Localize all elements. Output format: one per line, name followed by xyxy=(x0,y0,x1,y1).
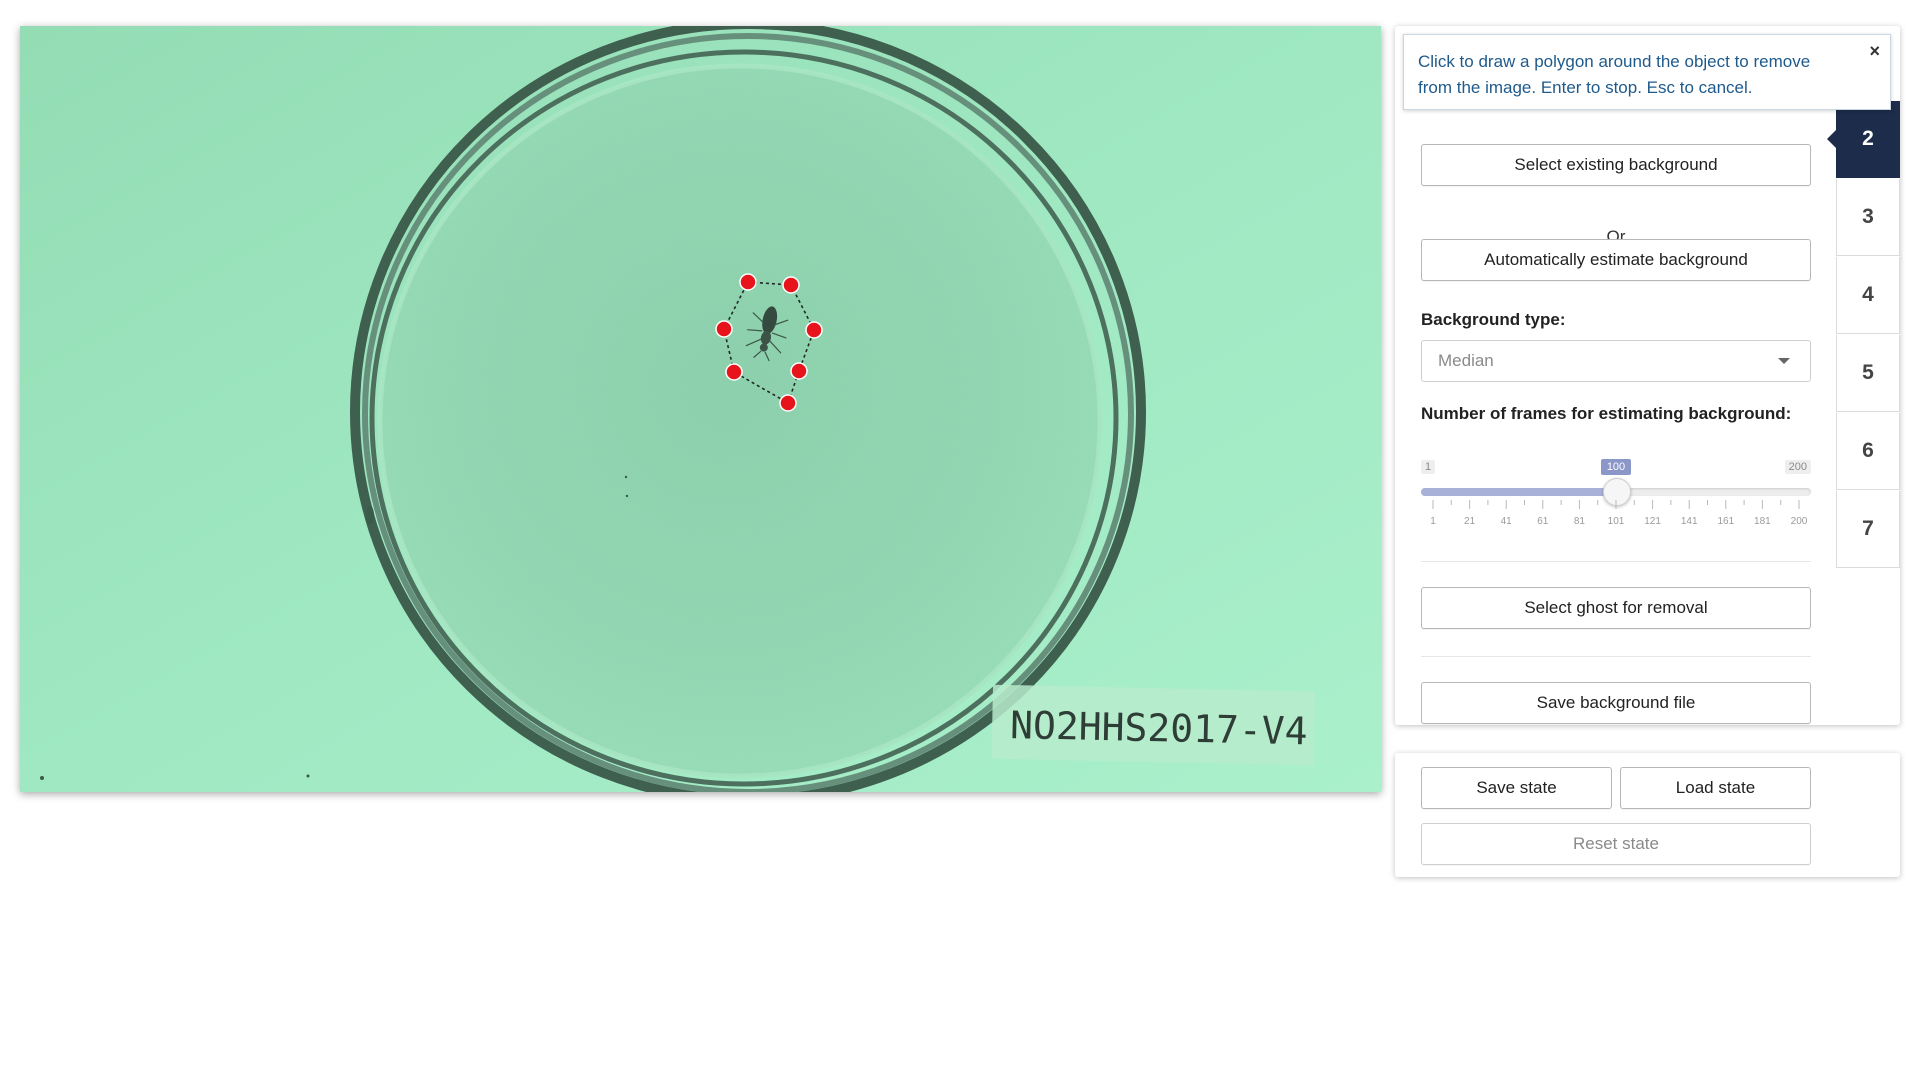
slider-value-badge: 100 xyxy=(1601,459,1631,475)
polygon-vertex[interactable] xyxy=(782,276,800,294)
polygon-vertex[interactable] xyxy=(805,321,823,339)
close-icon[interactable]: × xyxy=(1869,41,1880,61)
slider-tick-label: 81 xyxy=(1574,516,1586,527)
slider-tick-label: 41 xyxy=(1501,516,1513,527)
save-state-button[interactable]: Save state xyxy=(1421,767,1612,809)
slider-max-label: 200 xyxy=(1784,460,1811,474)
step-tab-3[interactable]: 3 xyxy=(1836,179,1900,256)
tooltip-text: Click to draw a polygon around the objec… xyxy=(1418,52,1811,97)
step-tab-label: 3 xyxy=(1862,205,1874,228)
insect-object xyxy=(745,306,789,362)
polygon-vertex[interactable] xyxy=(725,363,743,381)
state-panel: Save state Load state Reset state xyxy=(1395,753,1900,877)
slider-min-label: 1 xyxy=(1421,460,1436,474)
polygon-vertex[interactable] xyxy=(790,362,808,380)
debris-specks xyxy=(40,475,629,780)
petri-dish xyxy=(350,26,1146,792)
polygon-vertex[interactable] xyxy=(779,394,797,412)
slider-ticks: 1 21 41 61 81 101 121 141 161 181 200 xyxy=(1430,500,1808,527)
slider-tick-label: 101 xyxy=(1608,516,1625,527)
reset-state-button[interactable]: Reset state xyxy=(1421,823,1811,865)
slider-tick-label: 181 xyxy=(1754,516,1771,527)
save-background-file-button[interactable]: Save background file xyxy=(1421,682,1811,724)
background-panel: Click to draw a polygon around the objec… xyxy=(1395,26,1900,725)
step-tab-5[interactable]: 5 xyxy=(1836,335,1900,412)
load-state-button[interactable]: Load state xyxy=(1620,767,1811,809)
step-tab-label: 2 xyxy=(1862,127,1874,150)
slider-tick-label: 1 xyxy=(1430,516,1436,527)
slider-fill xyxy=(1421,488,1616,496)
slider-tick-label: 121 xyxy=(1644,516,1661,527)
label-tape: NO2HHS2017-V4 xyxy=(991,684,1315,766)
frames-slider[interactable]: 1 200 100 1 21 41 61 81 101 121 141 161 181 200 xyxy=(1421,459,1811,530)
divider xyxy=(1421,656,1811,657)
slider-tick-label: 200 xyxy=(1791,516,1808,527)
slider-tick-label: 21 xyxy=(1464,516,1476,527)
chevron-down-icon xyxy=(1778,358,1790,364)
auto-estimate-background-button[interactable]: Automatically estimate background xyxy=(1421,239,1811,281)
removal-polygon[interactable] xyxy=(715,273,823,412)
polygon-vertex[interactable] xyxy=(715,320,733,338)
frame-image[interactable]: NO2HHS2017-V4 xyxy=(20,26,1381,792)
slider-tick-label: 161 xyxy=(1717,516,1734,527)
step-tab-4[interactable]: 4 xyxy=(1836,257,1900,334)
slider-tick-label: 61 xyxy=(1537,516,1549,527)
polygon-vertex[interactable] xyxy=(739,273,757,291)
image-canvas[interactable]: NO2HHS2017-V4 xyxy=(20,26,1381,792)
step-tab-2[interactable]: 2 xyxy=(1827,101,1900,178)
background-type-label: Background type: xyxy=(1421,310,1566,329)
panel-content: Select existing background Or Automatica… xyxy=(1395,26,1836,725)
select-ghost-button[interactable]: Select ghost for removal xyxy=(1421,587,1811,629)
label-tape-text: NO2HHS2017-V4 xyxy=(1010,703,1308,753)
background-type-value: Median xyxy=(1438,351,1494,370)
step-tab-6[interactable]: 6 xyxy=(1836,413,1900,490)
select-existing-background-button[interactable]: Select existing background xyxy=(1421,144,1811,186)
background-type-select[interactable]: Median xyxy=(1421,340,1811,382)
step-tab-label: 7 xyxy=(1862,517,1874,540)
slider-handle[interactable] xyxy=(1603,478,1631,506)
slider-tick-label: 141 xyxy=(1681,516,1698,527)
divider xyxy=(1421,561,1811,562)
step-tab-label: 6 xyxy=(1862,439,1874,462)
step-tab-7[interactable]: 7 xyxy=(1836,491,1900,568)
frames-label: Number of frames for estimating backgrou… xyxy=(1421,404,1792,423)
instruction-tooltip: Click to draw a polygon around the objec… xyxy=(1403,34,1891,110)
step-tab-label: 4 xyxy=(1862,283,1874,306)
step-tab-label: 5 xyxy=(1862,361,1874,384)
active-step-pointer-icon xyxy=(1827,129,1837,149)
step-tabs: 2 3 4 5 6 7 xyxy=(1827,26,1900,609)
